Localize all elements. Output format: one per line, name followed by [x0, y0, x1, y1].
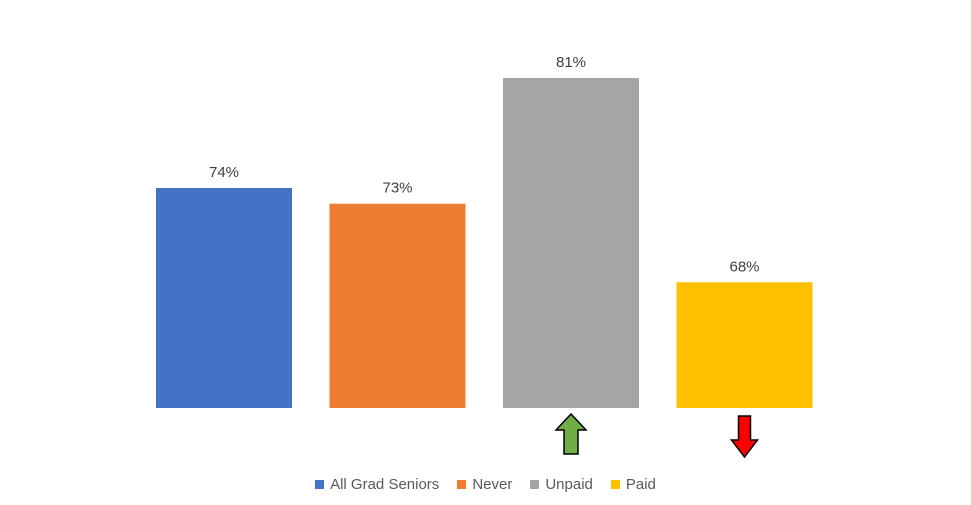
arrow-down-icon — [729, 415, 760, 459]
legend-label: All Grad Seniors — [330, 476, 440, 493]
bar-unpaid — [503, 78, 639, 408]
data-label-unpaid: 81% — [556, 54, 586, 71]
arrow-up-icon — [554, 412, 588, 455]
legend-label: Unpaid — [545, 476, 593, 493]
legend-swatch — [315, 480, 325, 489]
legend-item-all-grad-seniors: All Grad Seniors — [315, 476, 439, 493]
legend-item-unpaid: Unpaid — [530, 476, 593, 493]
legend-swatch — [530, 480, 540, 489]
legend-swatch — [457, 480, 467, 489]
legend-label: Never — [472, 476, 513, 493]
data-label-all-grad-seniors: 74% — [209, 164, 239, 181]
bar-all-grad-seniors — [156, 188, 292, 408]
bar-chart: 74% 73% 81% 68% — [156, 54, 813, 459]
data-label-never: 73% — [382, 180, 412, 197]
legend-item-paid: Paid — [610, 476, 656, 493]
chart-legend: All Grad Seniors Never Unpaid Paid — [0, 476, 971, 493]
legend-item-never: Never — [457, 476, 512, 493]
legend-swatch — [610, 480, 620, 489]
data-label-paid: 68% — [729, 258, 759, 275]
bar-paid — [676, 282, 813, 408]
bar-never — [329, 203, 466, 408]
legend-label: Paid — [625, 476, 656, 493]
